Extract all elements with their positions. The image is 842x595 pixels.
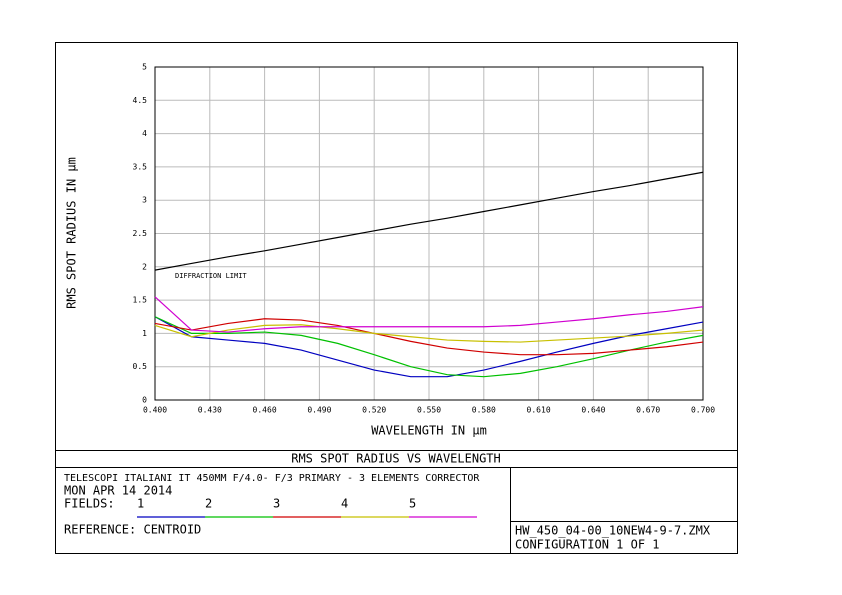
y-tick-label: 1 [142, 329, 147, 338]
y-tick-label: 3 [142, 196, 147, 205]
x-tick-label: 0.700 [691, 406, 715, 415]
x-tick-label: 0.430 [198, 406, 222, 415]
x-tick-label: 0.670 [636, 406, 660, 415]
y-tick-label: 3.5 [133, 162, 148, 171]
legend-label: FIELDS: [64, 497, 115, 511]
file-name: HW_450_04-00_10NEW4-9-7.ZMX [515, 524, 711, 538]
annotation: DIFFRACTION LIMIT [175, 272, 247, 280]
legend-label: 3 [273, 497, 280, 511]
series-line [154, 316, 704, 378]
series-line [154, 296, 704, 333]
y-tick-label: 4.5 [133, 96, 148, 105]
y-axis-label: RMS SPOT RADIUS IN µm [65, 157, 79, 309]
info-line: MON APR 14 2014 [64, 484, 172, 498]
y-tick-label: 0 [142, 396, 147, 405]
y-tick-label: 4 [142, 129, 147, 138]
series-line [154, 171, 704, 271]
legend-label: 2 [205, 497, 212, 511]
legend-label: 5 [409, 497, 416, 511]
x-tick-label: 0.550 [417, 406, 441, 415]
x-tick-label: 0.610 [527, 406, 551, 415]
x-tick-label: 0.400 [143, 406, 167, 415]
y-tick-label: 2 [142, 262, 147, 271]
x-tick-label: 0.580 [472, 406, 496, 415]
configuration: CONFIGURATION 1 OF 1 [515, 538, 660, 552]
x-tick-label: 0.490 [307, 406, 331, 415]
x-tick-label: 0.640 [581, 406, 605, 415]
x-tick-label: 0.460 [253, 406, 277, 415]
info-line: TELESCOPI ITALIANI IT 450MM F/4.0- F/3 P… [64, 473, 480, 484]
chart-title: RMS SPOT RADIUS VS WAVELENGTH [291, 452, 501, 466]
reference: REFERENCE: CENTROID [64, 523, 201, 537]
legend-label: 1 [137, 497, 144, 511]
series-line [154, 324, 704, 343]
plot-frame [154, 66, 704, 401]
y-tick-label: 0.5 [133, 362, 148, 371]
x-axis-label: WAVELENGTH IN µm [371, 424, 487, 438]
series-line [154, 318, 704, 356]
legend-label: 4 [341, 497, 348, 511]
y-tick-label: 5 [142, 63, 147, 72]
x-tick-label: 0.520 [362, 406, 386, 415]
y-tick-label: 2.5 [133, 229, 148, 238]
series-line [154, 316, 704, 378]
y-tick-label: 1.5 [133, 296, 148, 305]
frame [55, 42, 738, 554]
